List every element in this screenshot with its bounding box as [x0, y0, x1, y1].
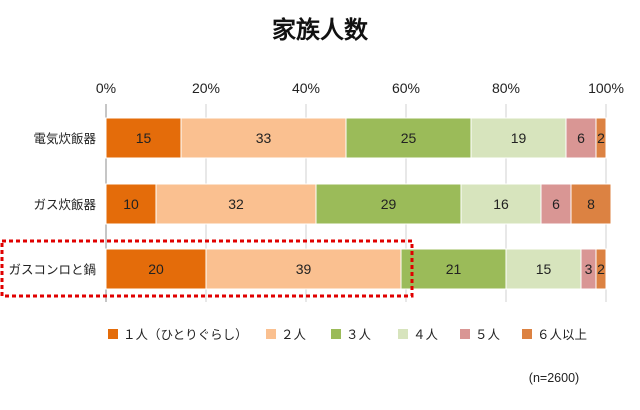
bar-segment [570, 183, 612, 225]
x-tick-label: 60% [392, 80, 420, 96]
data-label: 6 [552, 196, 560, 212]
data-label: 29 [381, 196, 397, 212]
bar-segment [105, 117, 182, 159]
data-label: 2 [597, 130, 605, 146]
legend-label: ５人 [475, 327, 501, 342]
data-label: 20 [148, 261, 164, 277]
legend-swatch [460, 329, 470, 339]
legend-label: ４人 [413, 327, 439, 342]
bar-segment [105, 248, 207, 290]
legend-swatch [398, 329, 408, 339]
legend-swatch [266, 329, 276, 339]
legend-swatch [108, 329, 118, 339]
data-label: 32 [228, 196, 244, 212]
bar-segment [105, 183, 157, 225]
legend-swatch [522, 329, 532, 339]
data-label: 6 [577, 130, 585, 146]
bar-segment [470, 117, 567, 159]
bar-segment [595, 117, 607, 159]
data-label: 15 [136, 130, 152, 146]
data-label: 25 [401, 130, 417, 146]
x-tick-label: 20% [192, 80, 220, 96]
data-label: 3 [585, 261, 593, 277]
x-tick-label: 0% [96, 80, 116, 96]
x-tick-label: 80% [492, 80, 520, 96]
bar-segment [400, 248, 507, 290]
legend-label: ２人 [281, 327, 307, 342]
bars: 15 33 25 19 6 210 32 29 16 6 820 39 21 15 3 2 [105, 117, 612, 290]
data-label: 19 [511, 130, 527, 146]
data-label: 15 [536, 261, 552, 277]
data-label: 33 [256, 130, 272, 146]
data-label: 39 [296, 261, 312, 277]
category-label: ガス炊飯器 [33, 197, 96, 212]
legend-swatch [331, 329, 341, 339]
bar-segment [205, 248, 402, 290]
bar-segment [595, 248, 607, 290]
data-label: 10 [123, 196, 139, 212]
bar-segment [565, 117, 597, 159]
legend-label: １人（ひとりぐらし） [123, 327, 248, 342]
x-tick-label: 40% [292, 80, 320, 96]
data-label: 2 [597, 261, 605, 277]
data-label: 16 [493, 196, 509, 212]
legend-label: ３人 [346, 327, 372, 342]
data-label: 21 [446, 261, 462, 277]
bar-segment [505, 248, 582, 290]
legend: １人（ひとりぐらし） ２人 ３人 ４人 ５人 ６人以上 [108, 327, 587, 342]
highlight-box [0, 239, 414, 298]
category-label: 電気炊飯器 [33, 131, 96, 146]
bar-segment [155, 183, 317, 225]
category-label: ガスコンロと鍋 [8, 262, 96, 277]
legend-label: ６人以上 [537, 327, 587, 342]
chart-title: 家族人数 [272, 16, 369, 44]
x-axis-ticks: 0% 20% 40% 60% 80% 100% [96, 80, 624, 96]
sample-size-note: (n=2600) [529, 371, 579, 385]
bar-segment [315, 183, 462, 225]
data-label: 8 [587, 196, 595, 212]
x-tick-label: 100% [588, 80, 624, 96]
bar-segment [540, 183, 572, 225]
